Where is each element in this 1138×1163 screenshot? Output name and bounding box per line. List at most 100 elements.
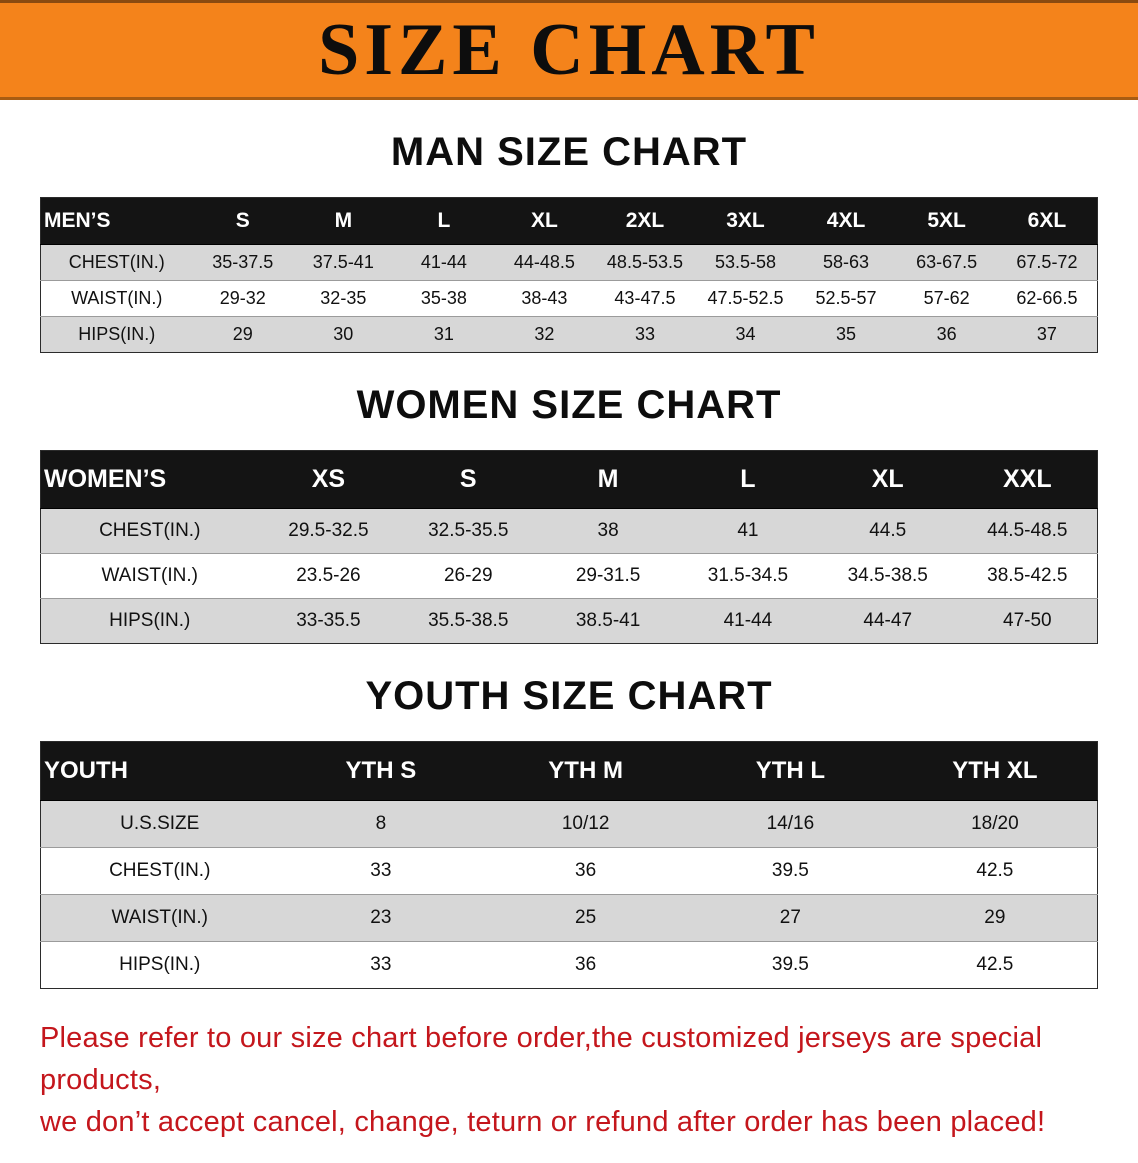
size-value: 67.5-72 bbox=[1016, 252, 1078, 272]
size-column-header: L bbox=[740, 465, 756, 493]
size-column-header: M bbox=[334, 209, 353, 232]
size-value: 35-38 bbox=[420, 288, 467, 308]
measurement-label: CHEST(IN.) bbox=[99, 520, 201, 541]
size-column-header: S bbox=[235, 209, 250, 232]
size-value: 39.5 bbox=[771, 954, 809, 975]
measurement-row: HIPS(IN.) 33-35.5 35.5-38.5 38.5-41 41-44 44-… bbox=[40, 598, 1098, 644]
size-chart-banner: SIZE CHART bbox=[0, 0, 1138, 100]
size-value: 35-37.5 bbox=[212, 252, 274, 272]
size-value: 25 bbox=[575, 907, 597, 928]
women-size-chart-heading: WOMEN SIZE CHART bbox=[356, 383, 782, 427]
size-value: 38-43 bbox=[521, 288, 568, 308]
measurement-row: U.S.SIZE 8 10/12 14/16 18/20 bbox=[40, 800, 1098, 848]
men-size-table: MEN’S S M L XL 2XL 3XL 4XL 5XL 6XL CHEST(IN.) 35-37… bbox=[40, 197, 1098, 353]
size-value: 34.5-38.5 bbox=[847, 565, 928, 586]
size-value: 10/12 bbox=[561, 813, 610, 834]
size-column-header: L bbox=[437, 209, 451, 232]
measurement-row: HIPS(IN.) 29 30 31 32 33 34 35 36 37 bbox=[40, 316, 1098, 353]
measurement-row: WAIST(IN.) 23.5-26 26-29 29-31.5 31.5-34.5 34… bbox=[40, 553, 1098, 599]
size-value: 44.5-48.5 bbox=[987, 520, 1068, 541]
measurement-row: CHEST(IN.) 33 36 39.5 42.5 bbox=[40, 847, 1098, 895]
size-value: 52.5-57 bbox=[815, 288, 877, 308]
youth-size-table: YOUTH YTH S YTH M YTH L YTH XL U.S.SIZE 8 10/12… bbox=[40, 741, 1098, 989]
size-value: 36 bbox=[936, 324, 957, 344]
size-value: 42.5 bbox=[976, 954, 1014, 975]
size-value: 8 bbox=[375, 813, 387, 834]
size-header-row: YOUTH YTH S YTH M YTH L YTH XL bbox=[40, 741, 1098, 801]
size-header-row: WOMEN’S XS S M L XL XXL bbox=[40, 450, 1098, 509]
group-label: WOMEN’S bbox=[44, 465, 167, 493]
size-column-header: 5XL bbox=[927, 209, 966, 232]
women-size-chart-section: WOMEN SIZE CHART WOMEN’S XS S M L XL XXL CHEST(… bbox=[0, 383, 1138, 644]
size-value: 32 bbox=[534, 324, 555, 344]
size-value: 58-63 bbox=[823, 252, 870, 272]
size-column-header: 4XL bbox=[826, 209, 866, 232]
men-size-chart-section: MAN SIZE CHART MEN’S S M L XL 2XL 3XL 4XL 5XL 6XL… bbox=[0, 130, 1138, 353]
size-value: 35.5-38.5 bbox=[428, 610, 509, 631]
size-value: 30 bbox=[333, 324, 354, 344]
size-value: 53.5-58 bbox=[714, 252, 777, 272]
size-value: 44.5 bbox=[869, 520, 907, 541]
size-value: 26-29 bbox=[443, 565, 493, 586]
size-value: 36 bbox=[575, 860, 597, 881]
size-column-header: XS bbox=[311, 465, 346, 493]
size-value: 35 bbox=[836, 324, 857, 344]
measurement-row: HIPS(IN.) 33 36 39.5 42.5 bbox=[40, 941, 1098, 989]
size-value: 33 bbox=[370, 954, 392, 975]
size-chart-content: MAN SIZE CHART MEN’S S M L XL 2XL 3XL 4XL 5XL 6XL… bbox=[0, 130, 1138, 1143]
size-column-header: 2XL bbox=[625, 209, 665, 232]
size-header-row: MEN’S S M L XL 2XL 3XL 4XL 5XL 6XL bbox=[40, 197, 1098, 245]
group-label: MEN’S bbox=[44, 209, 111, 232]
measurement-row: CHEST(IN.) 29.5-32.5 32.5-35.5 38 41 44.5 44.5… bbox=[40, 508, 1098, 554]
size-value: 32-35 bbox=[320, 288, 367, 308]
men-size-chart-heading: MAN SIZE CHART bbox=[390, 130, 748, 174]
size-chart-title: SIZE CHART bbox=[318, 9, 820, 91]
size-value: 42.5 bbox=[976, 860, 1014, 881]
size-value: 37 bbox=[1036, 324, 1057, 344]
size-value: 31.5-34.5 bbox=[707, 565, 789, 586]
measurement-label: HIPS(IN.) bbox=[119, 954, 201, 975]
size-value: 29 bbox=[984, 907, 1006, 928]
youth-size-chart-section: YOUTH SIZE CHART YOUTH YTH S YTH M YTH L YTH… bbox=[0, 674, 1138, 989]
size-value: 47-50 bbox=[1003, 610, 1052, 631]
size-value: 57-62 bbox=[923, 288, 970, 308]
size-value: 38.5-42.5 bbox=[987, 565, 1068, 586]
size-value: 33 bbox=[370, 860, 392, 881]
size-column-header: YTH S bbox=[345, 757, 417, 784]
measurement-row: WAIST(IN.) 29-32 32-35 35-38 38-43 43-47.5 47.… bbox=[40, 280, 1098, 317]
size-column-header: 6XL bbox=[1027, 209, 1067, 232]
size-value: 44-47 bbox=[863, 610, 913, 631]
size-column-header: YTH M bbox=[548, 757, 623, 784]
size-column-header: YTH XL bbox=[952, 757, 1038, 784]
size-value: 29 bbox=[232, 324, 253, 344]
notice-line-2: we don’t accept cancel, change, teturn o… bbox=[40, 1106, 1046, 1139]
size-value: 32.5-35.5 bbox=[428, 520, 509, 541]
size-value: 23.5-26 bbox=[296, 565, 361, 586]
size-value: 36 bbox=[575, 954, 597, 975]
size-column-header: YTH L bbox=[755, 757, 826, 784]
size-value: 48.5-53.5 bbox=[606, 252, 683, 272]
women-size-table: WOMEN’S XS S M L XL XXL CHEST(IN.) 29.5-32.5 32.5… bbox=[40, 450, 1098, 644]
size-value: 38 bbox=[597, 520, 619, 541]
notice-line-1: Please refer to our size chart before or… bbox=[40, 1022, 1043, 1097]
size-value: 33-35.5 bbox=[296, 610, 361, 631]
measurement-label: WAIST(IN.) bbox=[71, 288, 163, 308]
size-value: 41-44 bbox=[723, 610, 773, 631]
size-value: 23 bbox=[370, 907, 392, 928]
size-value: 29-31.5 bbox=[575, 565, 641, 586]
size-value: 41 bbox=[737, 520, 759, 541]
youth-size-chart-heading: YOUTH SIZE CHART bbox=[365, 674, 773, 718]
size-value: 44-48.5 bbox=[513, 252, 575, 272]
size-value: 63-67.5 bbox=[916, 252, 978, 272]
size-column-header: 3XL bbox=[726, 209, 765, 232]
size-column-header: XL bbox=[530, 209, 558, 232]
size-value: 41-44 bbox=[420, 252, 467, 272]
size-value: 27 bbox=[779, 907, 801, 928]
size-value: 47.5-52.5 bbox=[707, 288, 784, 308]
size-column-header: XXL bbox=[1003, 465, 1052, 493]
measurement-label: U.S.SIZE bbox=[120, 813, 200, 834]
size-value: 33 bbox=[634, 324, 655, 344]
measurement-label: HIPS(IN.) bbox=[109, 610, 191, 631]
measurement-label: HIPS(IN.) bbox=[78, 324, 156, 344]
